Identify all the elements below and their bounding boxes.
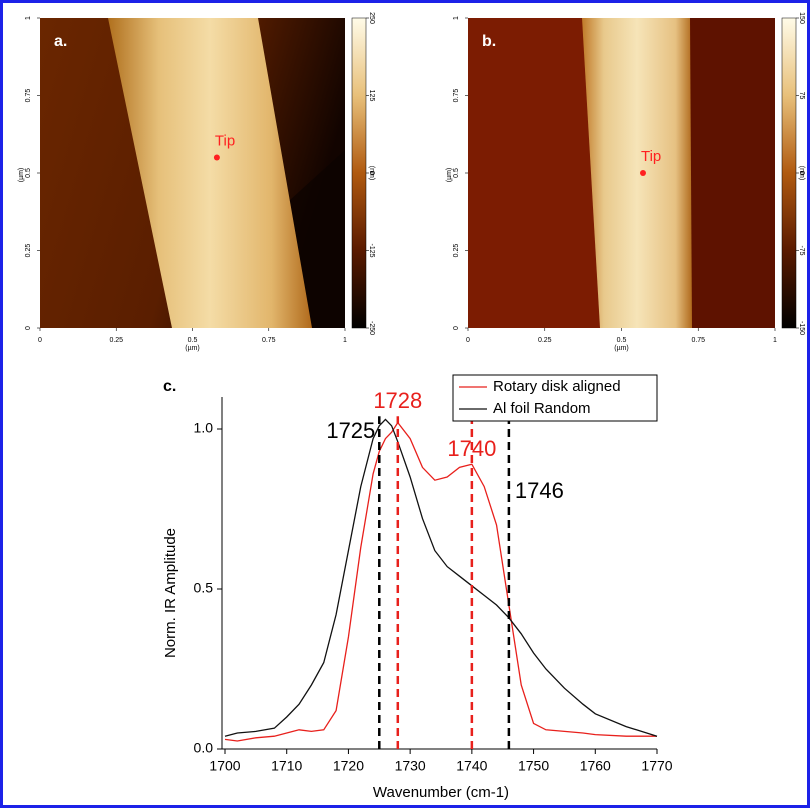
y-tick-label: 0.5 <box>453 168 460 178</box>
x-axis-label: (µm) <box>614 345 629 352</box>
annotation-label: 1725 <box>326 418 375 443</box>
legend-box <box>452 374 658 422</box>
x-tick-label: 1710 <box>271 758 302 774</box>
afm-image-a <box>40 18 345 328</box>
x-tick-label: 0.75 <box>262 337 276 344</box>
y-tick-label: 1 <box>453 16 460 20</box>
colorbar-label: (nm) <box>368 166 375 180</box>
panel-label: c. <box>163 378 176 395</box>
y-tick-label: 0 <box>453 326 460 330</box>
annotation-label: 1746 <box>515 478 564 503</box>
x-tick-label: 0.25 <box>538 337 552 344</box>
x-tick-label: 1720 <box>333 758 364 774</box>
colorbar-tick-label: 0 <box>368 171 375 175</box>
x-tick-label: 1740 <box>456 758 487 774</box>
y-tick-label: 0.25 <box>25 244 32 258</box>
colorbar-tick-label: 0 <box>798 171 805 175</box>
y-axis-label: (µm) <box>18 168 25 183</box>
legend-label: Rotary disk aligned <box>493 378 621 395</box>
x-tick-label: 1760 <box>580 758 611 774</box>
x-tick-label: 1 <box>773 337 777 344</box>
colorbar-label: (nm) <box>798 166 805 180</box>
y-tick-label: 0.5 <box>194 580 214 596</box>
colorbar-tick-label: 75 <box>798 92 805 100</box>
colorbar <box>351 17 367 329</box>
y-tick-label: 0.0 <box>194 740 214 756</box>
x-tick-label: 0.75 <box>691 337 705 344</box>
x-tick-label: 0 <box>466 337 470 344</box>
x-axis-label: Wavenumber (cm-1) <box>373 784 509 801</box>
colorbar-tick-label: 125 <box>368 90 375 102</box>
legend-label: Al foil Random <box>493 400 591 417</box>
series-line <box>224 421 657 742</box>
y-axis-label: (µm) <box>446 168 453 183</box>
colorbar-tick-label: -125 <box>368 243 375 257</box>
y-tick-label: 0.5 <box>25 168 32 178</box>
y-tick-label: 0.75 <box>453 89 460 103</box>
x-tick-label: 1770 <box>641 758 672 774</box>
colorbar-tick-label: -150 <box>798 321 805 335</box>
tip-label: Tip <box>641 148 661 165</box>
x-tick-label: 0.5 <box>188 337 198 344</box>
series-line <box>224 418 658 737</box>
tip-label: Tip <box>215 132 235 149</box>
panel-label: b. <box>482 33 496 50</box>
y-tick-label: 0.75 <box>25 89 32 103</box>
y-axis-label: Norm. IR Amplitude <box>162 528 179 658</box>
x-axis-label: (µm) <box>185 345 200 352</box>
annotation-label: 1728 <box>373 388 422 413</box>
x-tick-label: 1730 <box>395 758 426 774</box>
x-tick-label: 1700 <box>209 758 240 774</box>
colorbar-tick-label: -250 <box>368 321 375 335</box>
y-tick-label: 0 <box>25 326 32 330</box>
colorbar <box>781 17 797 329</box>
panel-label: a. <box>54 33 67 50</box>
colorbar-tick-label: 250 <box>368 12 375 24</box>
x-tick-label: 0 <box>38 337 42 344</box>
x-tick-label: 1 <box>343 337 347 344</box>
annotation-label: 1740 <box>447 436 496 461</box>
x-tick-label: 0.5 <box>617 337 627 344</box>
colorbar-tick-label: -75 <box>798 245 805 255</box>
colorbar-tick-label: 150 <box>798 12 805 24</box>
y-tick-label: 0.25 <box>453 244 460 258</box>
tip-marker <box>639 170 646 176</box>
y-tick-label: 1.0 <box>194 420 214 436</box>
x-tick-label: 0.25 <box>109 337 123 344</box>
tip-marker <box>213 154 220 161</box>
afm-image-b <box>468 18 775 328</box>
x-tick-label: 1750 <box>518 758 549 774</box>
y-tick-label: 1 <box>25 16 32 20</box>
